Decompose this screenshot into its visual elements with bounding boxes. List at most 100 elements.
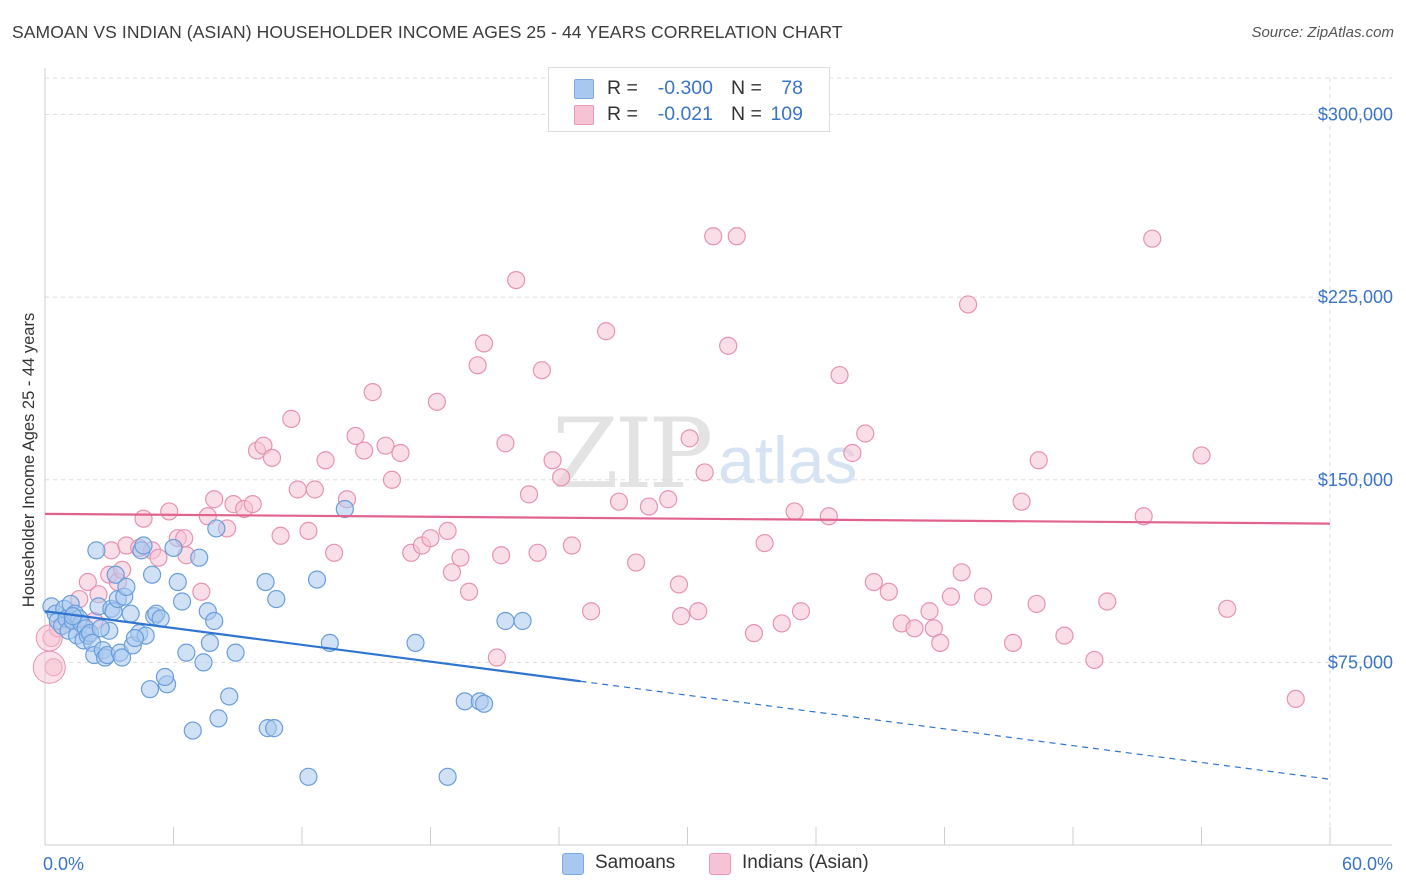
- chart-title: SAMOAN VS INDIAN (ASIAN) HOUSEHOLDER INC…: [12, 22, 843, 42]
- point-indians: [243, 495, 262, 514]
- legend-row-indians: R = -0.021 N = 109: [549, 101, 829, 127]
- bottom-legend-label-samoans: Samoans: [595, 852, 676, 873]
- watermark-zip: ZIP: [552, 398, 713, 510]
- point-indians: [727, 227, 746, 246]
- point-indians: [149, 548, 168, 567]
- point-samoans: [265, 719, 284, 738]
- point-samoans: [438, 767, 457, 786]
- point-indians: [830, 365, 849, 385]
- point-indians: [363, 383, 382, 402]
- point-samoans: [140, 680, 160, 699]
- point-indians: [262, 448, 282, 467]
- point-samoans: [190, 548, 209, 567]
- y-axis-title: Householder Income Ages 25 - 44 years: [20, 313, 38, 607]
- chart-source: Source: ZipAtlas.com: [1251, 24, 1394, 41]
- point-indians: [791, 602, 811, 621]
- point-indians: [282, 409, 301, 428]
- point-samoans: [207, 519, 226, 538]
- point-indians: [1286, 689, 1305, 709]
- point-samoans: [164, 538, 183, 558]
- point-samoans: [209, 709, 228, 728]
- point-indians: [271, 526, 290, 545]
- point-indians: [543, 451, 562, 470]
- point-indians: [1055, 626, 1074, 645]
- legend-n-label: N =: [731, 103, 762, 125]
- point-indians: [843, 443, 862, 463]
- point-indians: [659, 490, 678, 509]
- point-indians: [719, 336, 738, 355]
- point-indians: [626, 553, 646, 572]
- point-indians: [680, 429, 699, 448]
- point-indians: [931, 633, 950, 653]
- y-tick-label: $300,000: [1318, 105, 1393, 125]
- point-samoans: [168, 572, 187, 592]
- point-indians: [496, 434, 515, 453]
- point-indians: [864, 572, 883, 592]
- y-tick-label: $75,000: [1328, 652, 1393, 672]
- correlation-legend: R = -0.300 N = 78 R = -0.021 N = 109: [548, 67, 830, 132]
- trend-lines: [44, 512, 1331, 780]
- point-samoans: [87, 541, 106, 560]
- point-indians: [704, 227, 723, 246]
- point-indians: [288, 480, 307, 499]
- tick-labels: $75,000 $150,000 $225,000 $300,000 0.0% 60.0%…: [20, 105, 1393, 874]
- point-samoans: [307, 570, 327, 589]
- legend-row-samoans: R = -0.300 N = 78: [549, 75, 829, 101]
- point-indians: [1098, 592, 1117, 611]
- point-indians: [1143, 229, 1162, 248]
- point-indians: [1134, 507, 1153, 526]
- y-tick-label: $150,000: [1318, 470, 1393, 490]
- point-samoans: [513, 611, 532, 631]
- point-samoans: [125, 628, 145, 648]
- point-indians: [1027, 594, 1046, 614]
- point-samoans: [91, 619, 110, 638]
- point-samoans: [172, 592, 192, 611]
- legend-swatch-indians: [574, 105, 594, 125]
- point-indians: [1192, 446, 1211, 465]
- point-samoans: [299, 767, 318, 786]
- point-indians: [1003, 633, 1023, 653]
- point-indians: [160, 502, 179, 521]
- point-samoans: [112, 648, 132, 667]
- point-samoans: [267, 589, 286, 609]
- point-indians: [299, 521, 318, 540]
- point-indians: [391, 443, 410, 463]
- point-samoans: [194, 653, 213, 672]
- point-indians: [205, 490, 224, 509]
- trend-line-samoans-extension: [580, 680, 1331, 780]
- point-indians: [689, 602, 708, 621]
- point-indians: [468, 356, 487, 375]
- point-indians: [1218, 599, 1237, 618]
- point-indians: [609, 492, 629, 511]
- point-indians: [382, 470, 402, 489]
- series-indians-points: [32, 227, 1305, 709]
- point-indians: [582, 602, 601, 621]
- point-samoans: [177, 643, 196, 662]
- point-indians: [78, 572, 97, 592]
- point-indians: [941, 587, 961, 606]
- point-samoans: [117, 577, 136, 596]
- point-indians: [819, 507, 838, 526]
- point-indians: [451, 548, 470, 567]
- point-indians: [134, 509, 153, 528]
- point-samoans: [183, 721, 202, 740]
- point-indians: [920, 602, 939, 621]
- point-samoans: [200, 633, 220, 653]
- y-tick-label: $225,000: [1318, 287, 1393, 307]
- point-indians: [671, 607, 691, 626]
- point-samoans: [406, 633, 425, 653]
- point-indians: [305, 480, 324, 499]
- point-indians: [427, 392, 447, 411]
- point-samoans: [121, 604, 140, 623]
- point-indians: [744, 624, 763, 643]
- point-indians: [958, 295, 978, 314]
- point-indians: [952, 563, 971, 582]
- point-indians: [879, 582, 898, 601]
- point-samoans: [335, 499, 354, 519]
- point-indians: [346, 426, 365, 446]
- point-samoans: [155, 667, 175, 687]
- point-indians: [669, 575, 689, 594]
- legend-n-value: 109: [770, 103, 803, 125]
- point-samoans: [226, 643, 245, 662]
- point-indians: [755, 533, 774, 553]
